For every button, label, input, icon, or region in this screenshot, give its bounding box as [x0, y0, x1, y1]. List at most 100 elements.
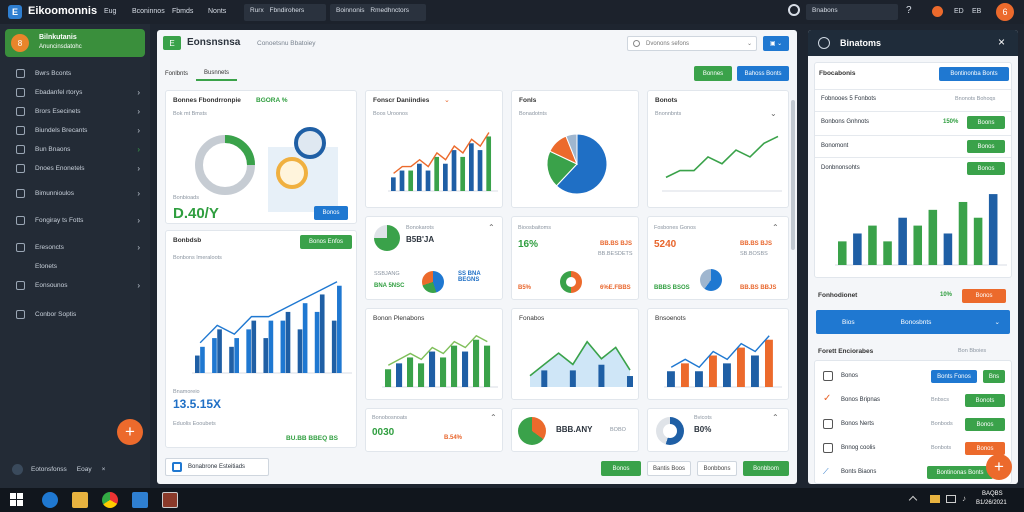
notification-icon[interactable]: [932, 6, 943, 17]
main-search-input[interactable]: Dvonons sefons ⌄: [627, 36, 757, 51]
card-title: Bonbdsb: [173, 237, 202, 244]
panel-select[interactable]: Bios Bonosbnts ⌄: [816, 310, 1010, 334]
row-button[interactable]: Bonos: [967, 140, 1005, 153]
bar: [709, 355, 717, 387]
top-tab[interactable]: Rurx Fbndirohers: [244, 4, 326, 21]
scrollbar[interactable]: [791, 100, 795, 250]
list-button[interactable]: Bonts Fonos: [931, 370, 977, 383]
mini-donut: [656, 417, 684, 445]
menu-item[interactable]: Nonts: [208, 8, 227, 15]
menu-item[interactable]: Bconinnos: [132, 8, 165, 15]
search-icon[interactable]: [788, 4, 800, 16]
panel-row[interactable]: Bonbons Gnhnots 150% Boons: [815, 111, 1011, 133]
list-item[interactable]: Bonos Bonts Fonos Bns: [815, 365, 1011, 387]
magnifier-icon: [294, 127, 326, 159]
chevron-right-icon: ›: [137, 107, 140, 116]
chart-card: Bonon Plenabons: [365, 308, 503, 400]
sidebar-item[interactable]: Biundels Brecants ›: [16, 121, 140, 140]
folder-icon[interactable]: [72, 492, 88, 508]
chevron-up-icon[interactable]: ⌃: [772, 223, 779, 232]
chevron-up-icon[interactable]: [908, 495, 918, 505]
chevron-down-icon[interactable]: ⌄: [770, 109, 777, 118]
section-button[interactable]: Bonos: [962, 289, 1006, 303]
panel-row[interactable]: Bonomont Bonos: [815, 135, 1011, 157]
close-icon[interactable]: ×: [101, 465, 106, 473]
kpi-line: BBBS BSOS: [654, 285, 690, 291]
footer-button[interactable]: Bantis Boos: [647, 461, 691, 476]
panel-row[interactable]: Donbnonsohts Bonos: [815, 157, 1011, 179]
card-action-button[interactable]: Bonos Enfos: [300, 235, 352, 249]
chevron-up-icon[interactable]: ⌃: [488, 223, 495, 232]
mini-donut: [560, 271, 582, 293]
sidebar-item[interactable]: Dnoes Enonetels ›: [16, 159, 140, 178]
bar: [469, 143, 474, 191]
chevron-down-icon[interactable]: ⌄: [444, 97, 450, 104]
bar: [477, 150, 483, 191]
start-icon[interactable]: [10, 493, 23, 506]
app-icon[interactable]: [132, 492, 148, 508]
kpi-value: 5240: [654, 239, 677, 250]
menu-item[interactable]: Fbmds: [172, 8, 194, 15]
list-item[interactable]: Bonos Nerts Bonbods Bonos: [815, 413, 1011, 435]
row-button[interactable]: Bonos: [967, 162, 1005, 175]
footer-button[interactable]: Bonbbom: [743, 461, 789, 476]
app-icon[interactable]: [162, 492, 178, 508]
volume-icon[interactable]: ♪: [962, 494, 966, 503]
close-icon[interactable]: ×: [998, 35, 1006, 49]
view-toggle-button[interactable]: ▣ ⌄: [763, 36, 789, 51]
clock-time[interactable]: BAQBS: [982, 491, 1003, 497]
sidebar-item[interactable]: Eonsounos ›: [16, 276, 140, 295]
bar: [958, 201, 968, 265]
avatar[interactable]: 6: [996, 3, 1014, 21]
status-field[interactable]: Bonabrone Esteitiads: [165, 458, 269, 476]
panel-action-button[interactable]: Bontinonba Bonts: [939, 67, 1009, 81]
menu-item[interactable]: Eug: [104, 8, 117, 15]
sidebar-item[interactable]: Eresoncts ›: [16, 238, 140, 257]
chevron-right-icon: ›: [137, 216, 140, 225]
network-icon[interactable]: [946, 495, 956, 503]
footer-button[interactable]: Bonbbons: [697, 461, 737, 476]
top-search-input[interactable]: Bnabons: [806, 4, 898, 20]
chrome-icon[interactable]: [102, 492, 118, 508]
footer-button[interactable]: Bonos: [601, 461, 641, 476]
list-item[interactable]: Bnnog coolis Bonbots Bonos: [815, 437, 1011, 459]
chevron-up-icon[interactable]: ⌃: [772, 413, 779, 422]
calendar-icon: [823, 443, 833, 453]
list-item[interactable]: ✓ Bonos Bripnas Bnbscs Bonots: [815, 389, 1011, 411]
list-item[interactable]: ⟋ Bonts Biaons Bontinonas Bonts: [815, 461, 1011, 483]
sidebar-item-label: Dnoes Enonetels: [35, 165, 85, 172]
sidebar-item[interactable]: Ebadanfel rtorys ›: [16, 83, 140, 102]
list-button[interactable]: Bonots: [965, 394, 1005, 407]
sidebar-item[interactable]: Etonets: [16, 257, 140, 276]
browser-icon[interactable]: [42, 492, 58, 508]
card-action-button[interactable]: Bonos: [314, 206, 348, 220]
list-button[interactable]: Bonos: [965, 418, 1005, 431]
add-fab-button[interactable]: +: [117, 419, 143, 445]
help-icon[interactable]: ?: [906, 5, 912, 16]
panel-row[interactable]: Fobnooes 5 Fonbots Bnonots Bohoqs: [815, 89, 1011, 109]
sidebar-item[interactable]: Bwrs Bconts: [16, 64, 140, 83]
row-button[interactable]: Boons: [967, 116, 1005, 129]
add-fab-button[interactable]: +: [986, 454, 1012, 480]
sidebar-item[interactable]: Bimunnioulos ›: [16, 184, 140, 203]
sidebar-item[interactable]: Conbor Soptis: [16, 305, 140, 324]
tab-reports[interactable]: Busnnets: [196, 67, 238, 81]
primary-button[interactable]: Bonnes: [694, 66, 732, 81]
sidebar-item[interactable]: Brors Esecinets ›: [16, 102, 140, 121]
app-brand: Eikoomonnis: [28, 5, 98, 17]
tray-icon[interactable]: [930, 495, 940, 503]
sidebar-item[interactable]: Fongiray ts Fotts ›: [16, 211, 140, 230]
sidebar-header[interactable]: 8 Bilnkutanis Anuncinsdatohc: [5, 29, 145, 57]
secondary-button[interactable]: Bahoss Bonts: [737, 66, 789, 81]
bar: [418, 363, 425, 387]
chevron-right-icon: ›: [137, 88, 140, 97]
tab-overview[interactable]: Fonlbnts: [165, 71, 189, 77]
chevron-up-icon[interactable]: ⌃: [490, 413, 497, 422]
sidebar-item[interactable]: Bun Bnaons ›: [16, 140, 140, 159]
top-tab[interactable]: Boinnonis Rmedhnctors: [330, 4, 426, 21]
list-button[interactable]: Bonos: [965, 442, 1005, 455]
clock-date[interactable]: B1/26/2021: [976, 500, 1007, 506]
sidebar-footer[interactable]: Eotonsfonss Eoay ×: [12, 460, 140, 478]
list-button[interactable]: Bns: [983, 370, 1005, 383]
list-button[interactable]: Bontinonas Bonts: [927, 466, 993, 479]
